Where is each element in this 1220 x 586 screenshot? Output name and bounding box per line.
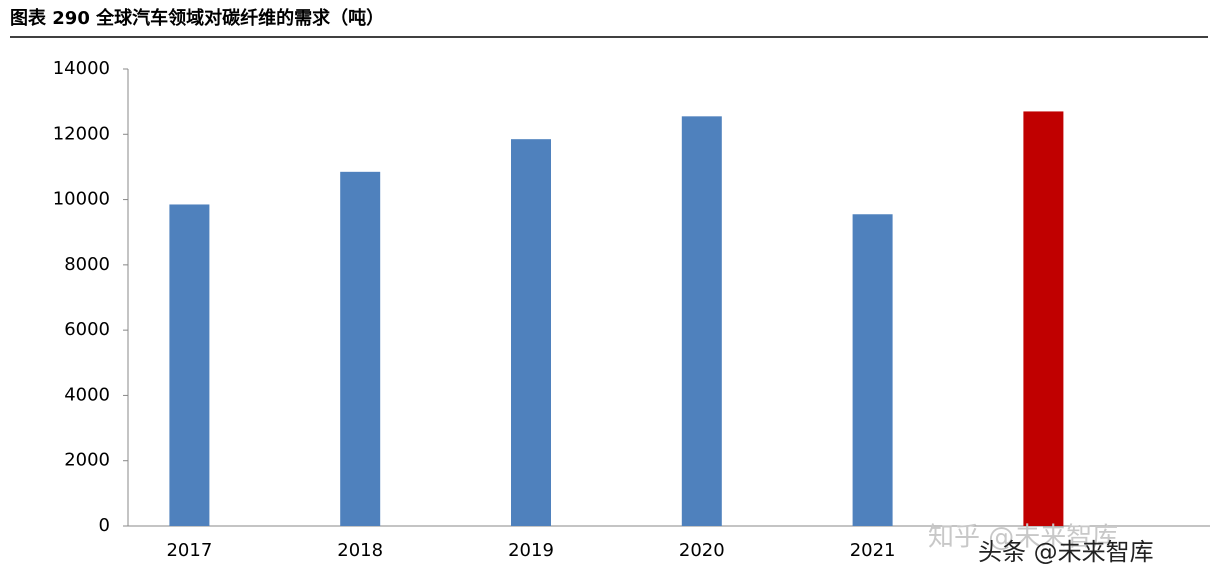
y-tick-label: 10000: [53, 189, 110, 210]
bar: [1023, 111, 1064, 526]
y-tick-label: 2000: [64, 450, 110, 471]
x-tick-label: 2017: [166, 540, 212, 561]
x-tick-label: 2021: [850, 540, 896, 561]
y-tick-label: 6000: [64, 319, 110, 340]
bar: [169, 204, 210, 527]
bar: [511, 139, 551, 527]
bar: [852, 214, 893, 526]
y-tick-label: 8000: [64, 254, 110, 275]
watermark: 知乎 @未来智库: [928, 523, 1118, 553]
bar: [340, 171, 381, 526]
y-tick-label: 12000: [53, 123, 110, 144]
x-tick-label: 2019: [508, 540, 554, 561]
y-tick-label: 4000: [64, 384, 110, 405]
x-tick-label: 2018: [337, 540, 383, 561]
watermark: 头条 @未来智库: [978, 538, 1154, 566]
y-tick-label: 14000: [53, 58, 110, 79]
bar: [681, 116, 722, 526]
plot: 0 2000 4000 6000 8000 10000 12000 14000 2017 2018…: [53, 58, 1064, 561]
chart-title: 图表 290 全球汽车领域对碳纤维的需求（吨）: [10, 7, 384, 29]
x-tick-label: 2020: [679, 540, 725, 561]
y-tick-label: 0: [99, 515, 110, 536]
